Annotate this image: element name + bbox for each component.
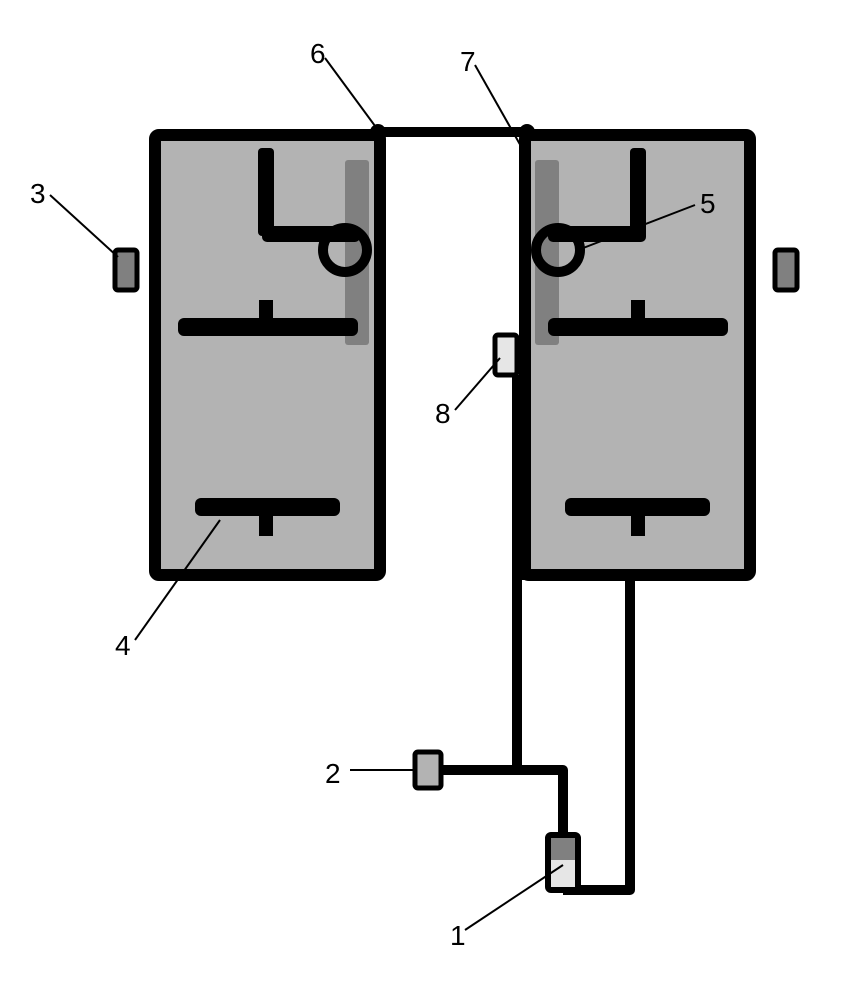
connector-dot-right: [519, 124, 535, 140]
label-6: 6: [310, 38, 326, 70]
lower-stub-right: [631, 516, 645, 536]
box-1-top: [551, 838, 575, 860]
box-8: [495, 335, 517, 375]
top-stub-left: [258, 148, 274, 236]
lower-stub-left: [259, 516, 273, 536]
diagram-svg: [0, 0, 847, 1000]
side-block-right: [775, 250, 797, 290]
label-8: 8: [435, 398, 451, 430]
lower-bar-right: [565, 498, 710, 516]
connector-dot-left: [370, 124, 386, 140]
mid-bar-left: [178, 318, 358, 336]
label-7: 7: [460, 46, 476, 78]
mid-stub-left: [259, 300, 273, 320]
label-3: 3: [30, 178, 46, 210]
mid-bar-right: [548, 318, 728, 336]
mid-stub-right: [631, 300, 645, 320]
label-5: 5: [700, 188, 716, 220]
label-1: 1: [450, 920, 466, 952]
box-2: [415, 752, 441, 788]
wire-1: [440, 375, 517, 770]
top-stub-right: [630, 148, 646, 236]
label-4: 4: [115, 630, 131, 662]
lower-bar-left: [195, 498, 340, 516]
label-2: 2: [325, 758, 341, 790]
